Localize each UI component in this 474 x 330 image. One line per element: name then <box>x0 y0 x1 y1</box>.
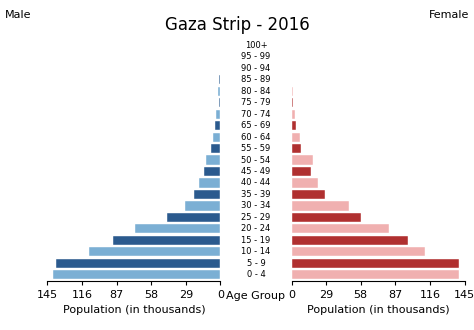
Text: 90 - 94: 90 - 94 <box>241 64 271 73</box>
Bar <box>292 179 318 187</box>
Bar <box>292 224 389 233</box>
Text: Age Group: Age Group <box>227 291 285 301</box>
Bar <box>292 270 458 280</box>
X-axis label: Population (in thousands): Population (in thousands) <box>307 305 449 315</box>
Bar <box>292 121 296 130</box>
Bar <box>292 110 295 119</box>
Bar <box>218 87 220 96</box>
Text: Gaza Strip - 2016: Gaza Strip - 2016 <box>164 16 310 35</box>
Bar <box>219 98 220 107</box>
Text: 20 - 24: 20 - 24 <box>241 224 271 233</box>
Text: 30 - 34: 30 - 34 <box>241 201 271 211</box>
Text: 45 - 49: 45 - 49 <box>241 167 271 176</box>
Bar <box>215 121 220 130</box>
Text: 55 - 59: 55 - 59 <box>241 144 271 153</box>
Bar <box>54 270 220 280</box>
Bar <box>199 179 220 187</box>
Text: 100+: 100+ <box>245 41 267 50</box>
Text: Male: Male <box>5 10 31 20</box>
Bar <box>206 155 220 165</box>
Bar <box>216 110 220 119</box>
Bar <box>56 259 220 268</box>
Bar <box>219 75 220 84</box>
Bar <box>213 133 220 142</box>
Bar <box>292 167 310 176</box>
Bar <box>113 236 220 245</box>
Bar <box>292 133 300 142</box>
Bar <box>292 259 458 268</box>
Bar <box>292 155 313 165</box>
Bar <box>292 98 293 107</box>
Bar <box>184 201 220 211</box>
Bar <box>292 190 325 199</box>
Bar <box>204 167 220 176</box>
Text: 65 - 69: 65 - 69 <box>241 121 271 130</box>
Text: 50 - 54: 50 - 54 <box>241 155 271 165</box>
Bar <box>292 247 425 256</box>
Text: 95 - 99: 95 - 99 <box>241 52 271 61</box>
Text: 15 - 19: 15 - 19 <box>241 236 271 245</box>
Text: 40 - 44: 40 - 44 <box>241 179 271 187</box>
Text: 70 - 74: 70 - 74 <box>241 110 271 119</box>
Text: 80 - 84: 80 - 84 <box>241 87 271 96</box>
Bar <box>292 87 293 96</box>
Text: 0 - 4: 0 - 4 <box>246 270 265 279</box>
Bar <box>167 213 220 222</box>
Text: 75 - 79: 75 - 79 <box>241 98 271 107</box>
Text: 5 - 9: 5 - 9 <box>246 259 265 268</box>
Text: 25 - 29: 25 - 29 <box>241 213 271 222</box>
Bar <box>292 213 361 222</box>
Text: Female: Female <box>429 10 469 20</box>
Text: 35 - 39: 35 - 39 <box>241 190 271 199</box>
Bar <box>292 236 409 245</box>
Bar <box>194 190 220 199</box>
Bar <box>292 201 349 211</box>
Bar <box>135 224 220 233</box>
Bar <box>292 144 301 153</box>
Bar <box>89 247 220 256</box>
Text: 10 - 14: 10 - 14 <box>241 247 271 256</box>
Text: 60 - 64: 60 - 64 <box>241 133 271 142</box>
X-axis label: Population (in thousands): Population (in thousands) <box>63 305 205 315</box>
Bar <box>211 144 220 153</box>
Text: 85 - 89: 85 - 89 <box>241 75 271 84</box>
